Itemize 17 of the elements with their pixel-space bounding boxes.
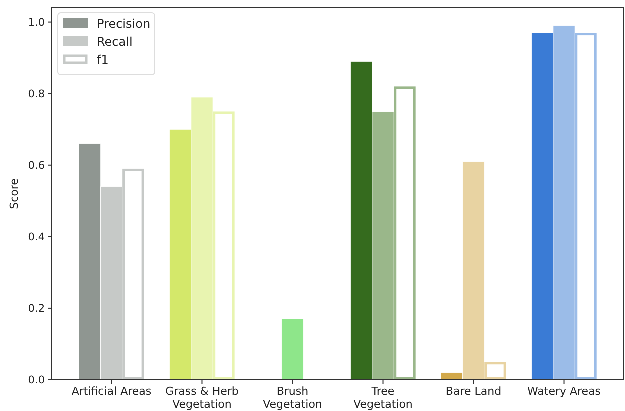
x-tick-label: Brush Vegetation — [263, 385, 322, 411]
x-tick-label: Watery Areas — [527, 385, 602, 398]
legend-label: Precision — [97, 17, 151, 32]
y-tick-label: 0.2 — [28, 303, 45, 316]
x-tick-label: Grass & Herb Vegetation — [166, 385, 239, 411]
y-tick-label: 0.8 — [28, 88, 45, 101]
y-axis-title: Score — [8, 178, 21, 210]
x-tick-label: Bare Land — [446, 385, 502, 398]
y-tick-label: 1.0 — [28, 16, 45, 29]
y-tick-label: 0.0 — [28, 374, 45, 387]
bar — [282, 318, 304, 380]
legend-label: f1 — [97, 53, 109, 68]
x-tick-label: Artificial Areas — [72, 385, 152, 398]
y-tick-label: 0.4 — [28, 232, 46, 244]
legend-label: Recall — [97, 35, 133, 50]
y-tick-label: 0.6 — [28, 160, 46, 172]
x-tick-label: Tree Vegetation — [354, 385, 413, 411]
